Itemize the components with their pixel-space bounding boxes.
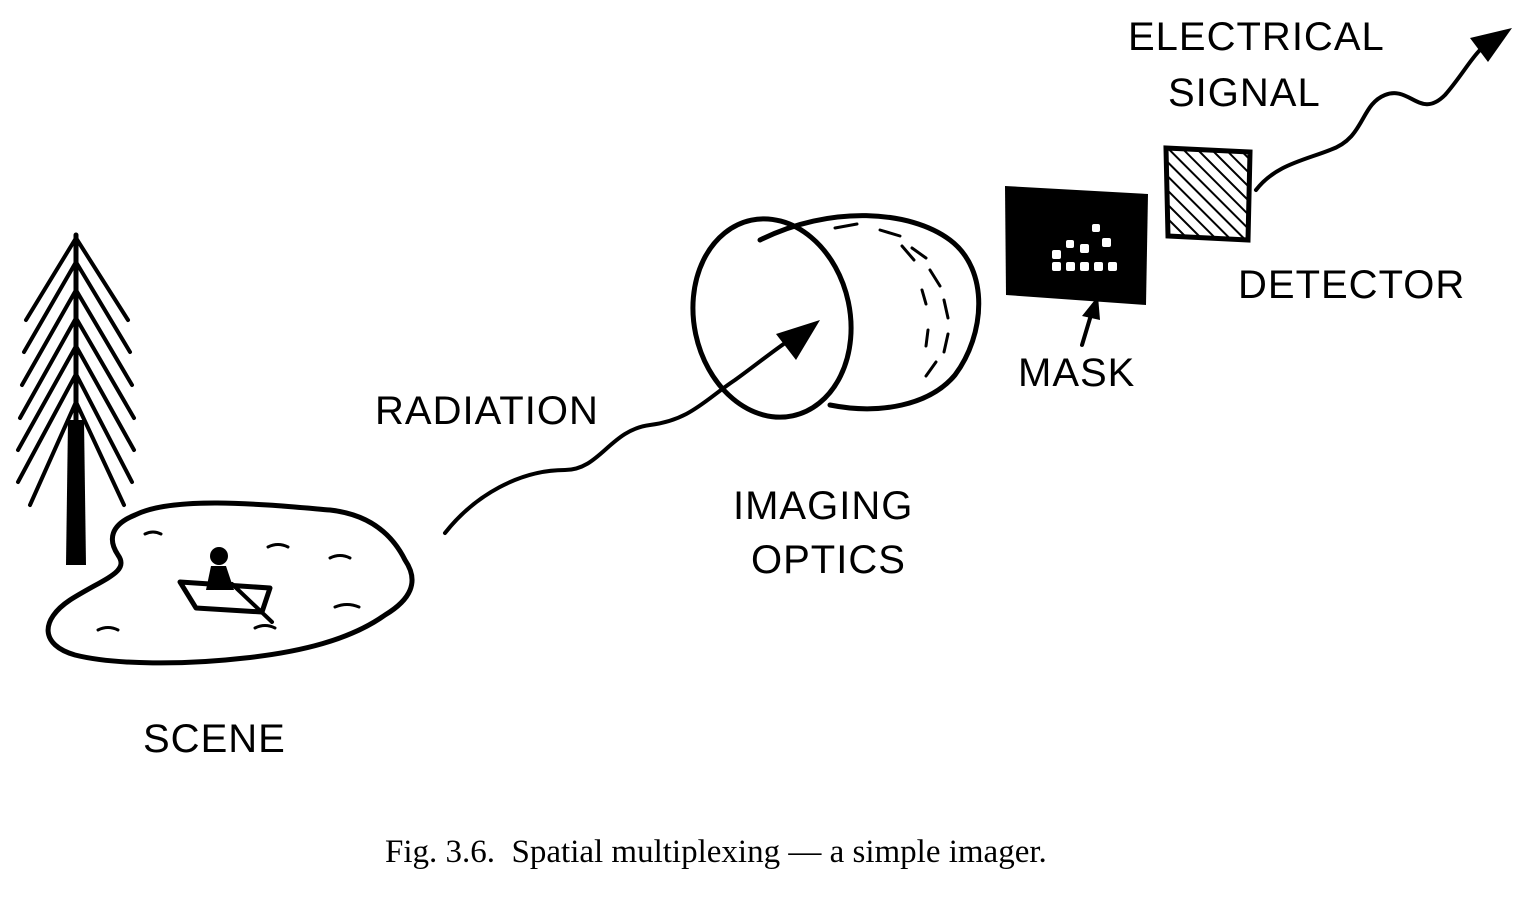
- radiation-arrow: [443, 320, 820, 535]
- electrical-signal-arrow: [1254, 28, 1512, 192]
- electrical-signal-label-line2: SIGNAL: [1168, 71, 1321, 115]
- electrical-signal-label-line1: ELECTRICAL: [1128, 15, 1385, 59]
- figure-caption: Fig. 3.6. Spatial multiplexing — a simpl…: [385, 834, 1047, 870]
- detector-icon: [1163, 145, 1253, 243]
- mask-label: MASK: [1018, 351, 1135, 395]
- imaging-optics-label-line1: IMAGING: [733, 484, 913, 528]
- boat-icon: [177, 547, 274, 624]
- scene-label: SCENE: [143, 717, 286, 761]
- mask-icon: [1005, 186, 1148, 347]
- detector-label: DETECTOR: [1238, 263, 1465, 307]
- radiation-label: RADIATION: [375, 389, 599, 433]
- imaging-optics-icon: [690, 213, 982, 420]
- imaging-optics-label-line2: OPTICS: [751, 538, 906, 582]
- tree-icon: [16, 232, 136, 565]
- lake-scene: [45, 500, 415, 666]
